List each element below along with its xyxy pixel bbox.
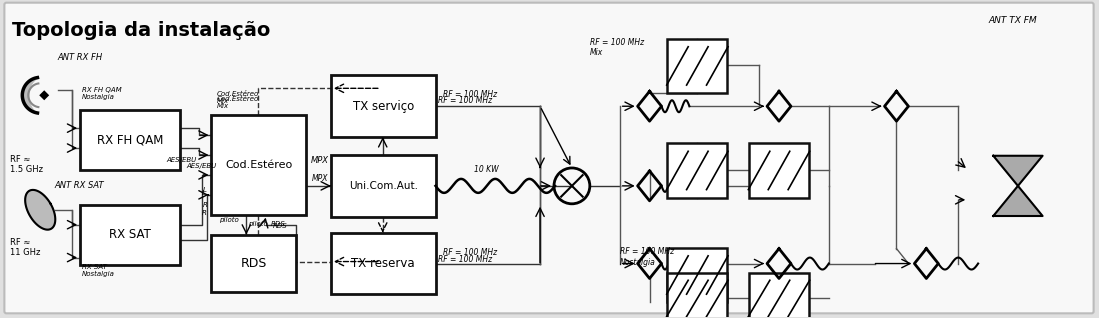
Text: RF = 100 MHz
Nostalgia: RF = 100 MHz Nostalgia — [620, 247, 674, 266]
Text: L: L — [201, 190, 206, 196]
Text: R: R — [201, 210, 207, 216]
Text: RF = 100 MHz: RF = 100 MHz — [439, 96, 492, 105]
Text: AES/EBU: AES/EBU — [187, 163, 217, 169]
Text: TX reserva: TX reserva — [352, 257, 415, 270]
Bar — [331, 155, 435, 217]
Text: AES/EBU: AES/EBU — [166, 157, 197, 163]
Text: RX SAT
Nostalgia: RX SAT Nostalgia — [82, 264, 115, 278]
Bar — [80, 110, 179, 170]
Text: RDS: RDS — [274, 223, 288, 229]
FancyBboxPatch shape — [4, 3, 1094, 313]
Text: L: L — [202, 187, 207, 193]
Text: RX FH QAM
Nostalgia: RX FH QAM Nostalgia — [82, 87, 122, 100]
Text: 10 KW: 10 KW — [475, 165, 499, 174]
Text: Uni.Com.Aut.: Uni.Com.Aut. — [348, 181, 418, 191]
Text: RX FH QAM: RX FH QAM — [97, 134, 163, 147]
Text: piloto: piloto — [248, 221, 268, 227]
Bar — [331, 233, 435, 294]
Text: Topologia da instalação: Topologia da instalação — [12, 21, 270, 40]
Text: RF = 100 MHz: RF = 100 MHz — [444, 248, 498, 257]
Text: MPX: MPX — [312, 174, 329, 183]
Bar — [331, 75, 435, 137]
Text: ANT TX FM: ANT TX FM — [988, 16, 1036, 24]
Text: RDS: RDS — [241, 257, 267, 270]
Polygon shape — [993, 186, 1043, 216]
Text: Cod.Estéreo: Cod.Estéreo — [225, 160, 292, 170]
Bar — [667, 248, 728, 302]
Bar — [667, 38, 728, 93]
Bar — [211, 235, 296, 293]
Text: RF = 100 MHz: RF = 100 MHz — [439, 254, 492, 264]
Text: R: R — [202, 202, 208, 208]
Bar — [750, 273, 809, 318]
Text: TX serviço: TX serviço — [353, 100, 414, 113]
Text: RDS: RDS — [271, 221, 286, 227]
Bar — [667, 273, 728, 318]
Text: RF = 100 MHz
Mix: RF = 100 MHz Mix — [590, 38, 644, 58]
Bar — [667, 143, 728, 198]
Bar — [80, 205, 179, 265]
Polygon shape — [993, 156, 1043, 186]
Text: MPX: MPX — [311, 156, 329, 165]
Polygon shape — [25, 190, 55, 230]
Text: Cod.Estéreo
Mix: Cod.Estéreo Mix — [217, 96, 258, 109]
Text: RF = 100 MHz: RF = 100 MHz — [444, 90, 498, 99]
Text: RF ≈
1.5 GHz: RF ≈ 1.5 GHz — [10, 155, 43, 174]
Bar — [211, 115, 306, 215]
Text: RF ≈
11 GHz: RF ≈ 11 GHz — [10, 238, 41, 257]
Bar — [750, 143, 809, 198]
Text: ANT RX FH: ANT RX FH — [57, 53, 102, 62]
Text: piloto: piloto — [220, 217, 240, 223]
Text: Cod.Estéreo
Mix: Cod.Estéreo Mix — [217, 91, 258, 104]
Text: ANT RX SAT: ANT RX SAT — [54, 181, 103, 190]
Polygon shape — [40, 90, 49, 100]
Text: RX SAT: RX SAT — [109, 228, 151, 241]
